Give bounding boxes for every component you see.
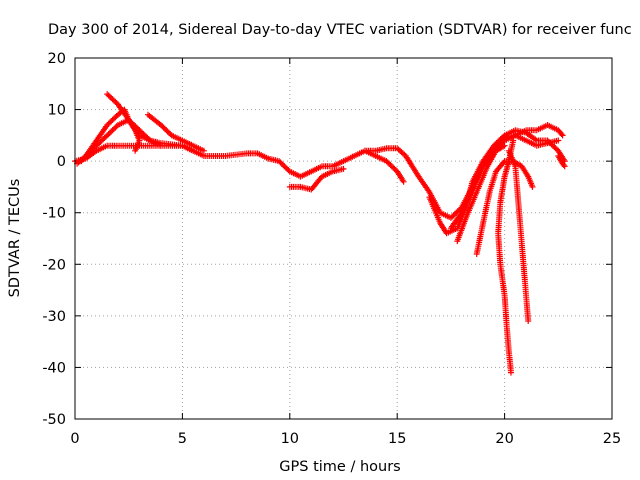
data-series <box>72 91 568 376</box>
data-point <box>558 131 565 138</box>
x-tick-label: 10 <box>281 431 299 447</box>
x-ticks: 0 5 10 15 20 25 <box>70 58 621 447</box>
data-point <box>555 137 562 144</box>
series-arc-11 <box>454 142 508 245</box>
plot-frame <box>74 57 613 420</box>
x-tick-label: 0 <box>70 431 79 447</box>
x-tick-label: 15 <box>388 431 406 447</box>
x-tick-label: 5 <box>178 431 187 447</box>
y-tick-label: 20 <box>48 51 66 67</box>
data-point <box>508 369 514 376</box>
series-arc-7 <box>362 147 407 185</box>
data-point <box>200 147 207 154</box>
series-arc-14 <box>555 153 568 170</box>
series-arc-10 <box>473 158 536 257</box>
series-arc-8 <box>426 127 568 237</box>
y-tick-label: 0 <box>57 154 66 170</box>
series-arc-3 <box>104 91 197 154</box>
data-point <box>561 163 568 170</box>
data-point <box>560 162 567 168</box>
x-axis-label: GPS time / hours <box>279 459 400 475</box>
chart-title: Day 300 of 2014, Sidereal Day-to-day VTE… <box>48 22 632 38</box>
grid-lines <box>75 58 612 419</box>
y-tick-label: -20 <box>42 257 66 273</box>
data-point <box>340 165 347 172</box>
series-arc-4 <box>78 116 143 165</box>
y-tick-label: -50 <box>42 412 66 428</box>
data-point <box>529 183 536 190</box>
series-arc-13 <box>505 147 532 324</box>
data-point <box>400 178 407 185</box>
data-point <box>132 147 139 154</box>
x-tick-label: 20 <box>495 431 513 447</box>
data-point <box>190 147 197 154</box>
series-arc-6 <box>286 165 347 193</box>
y-tick-label: -30 <box>42 309 66 325</box>
y-tick-label: -40 <box>42 360 66 376</box>
data-point <box>106 93 113 100</box>
data-point <box>285 167 292 174</box>
y-axis-label: SDTVAR / TECUs <box>7 179 23 298</box>
series-arc-5 <box>145 111 207 154</box>
data-point <box>501 142 508 149</box>
data-point <box>559 132 566 139</box>
data-point <box>525 318 532 324</box>
y-tick-label: 10 <box>48 103 66 119</box>
x-tick-label: 25 <box>603 431 621 447</box>
y-tick-label: -10 <box>42 206 66 222</box>
data-point <box>112 114 119 121</box>
y-ticks: -50 -40 -30 -20 -10 0 10 20 <box>42 51 612 428</box>
